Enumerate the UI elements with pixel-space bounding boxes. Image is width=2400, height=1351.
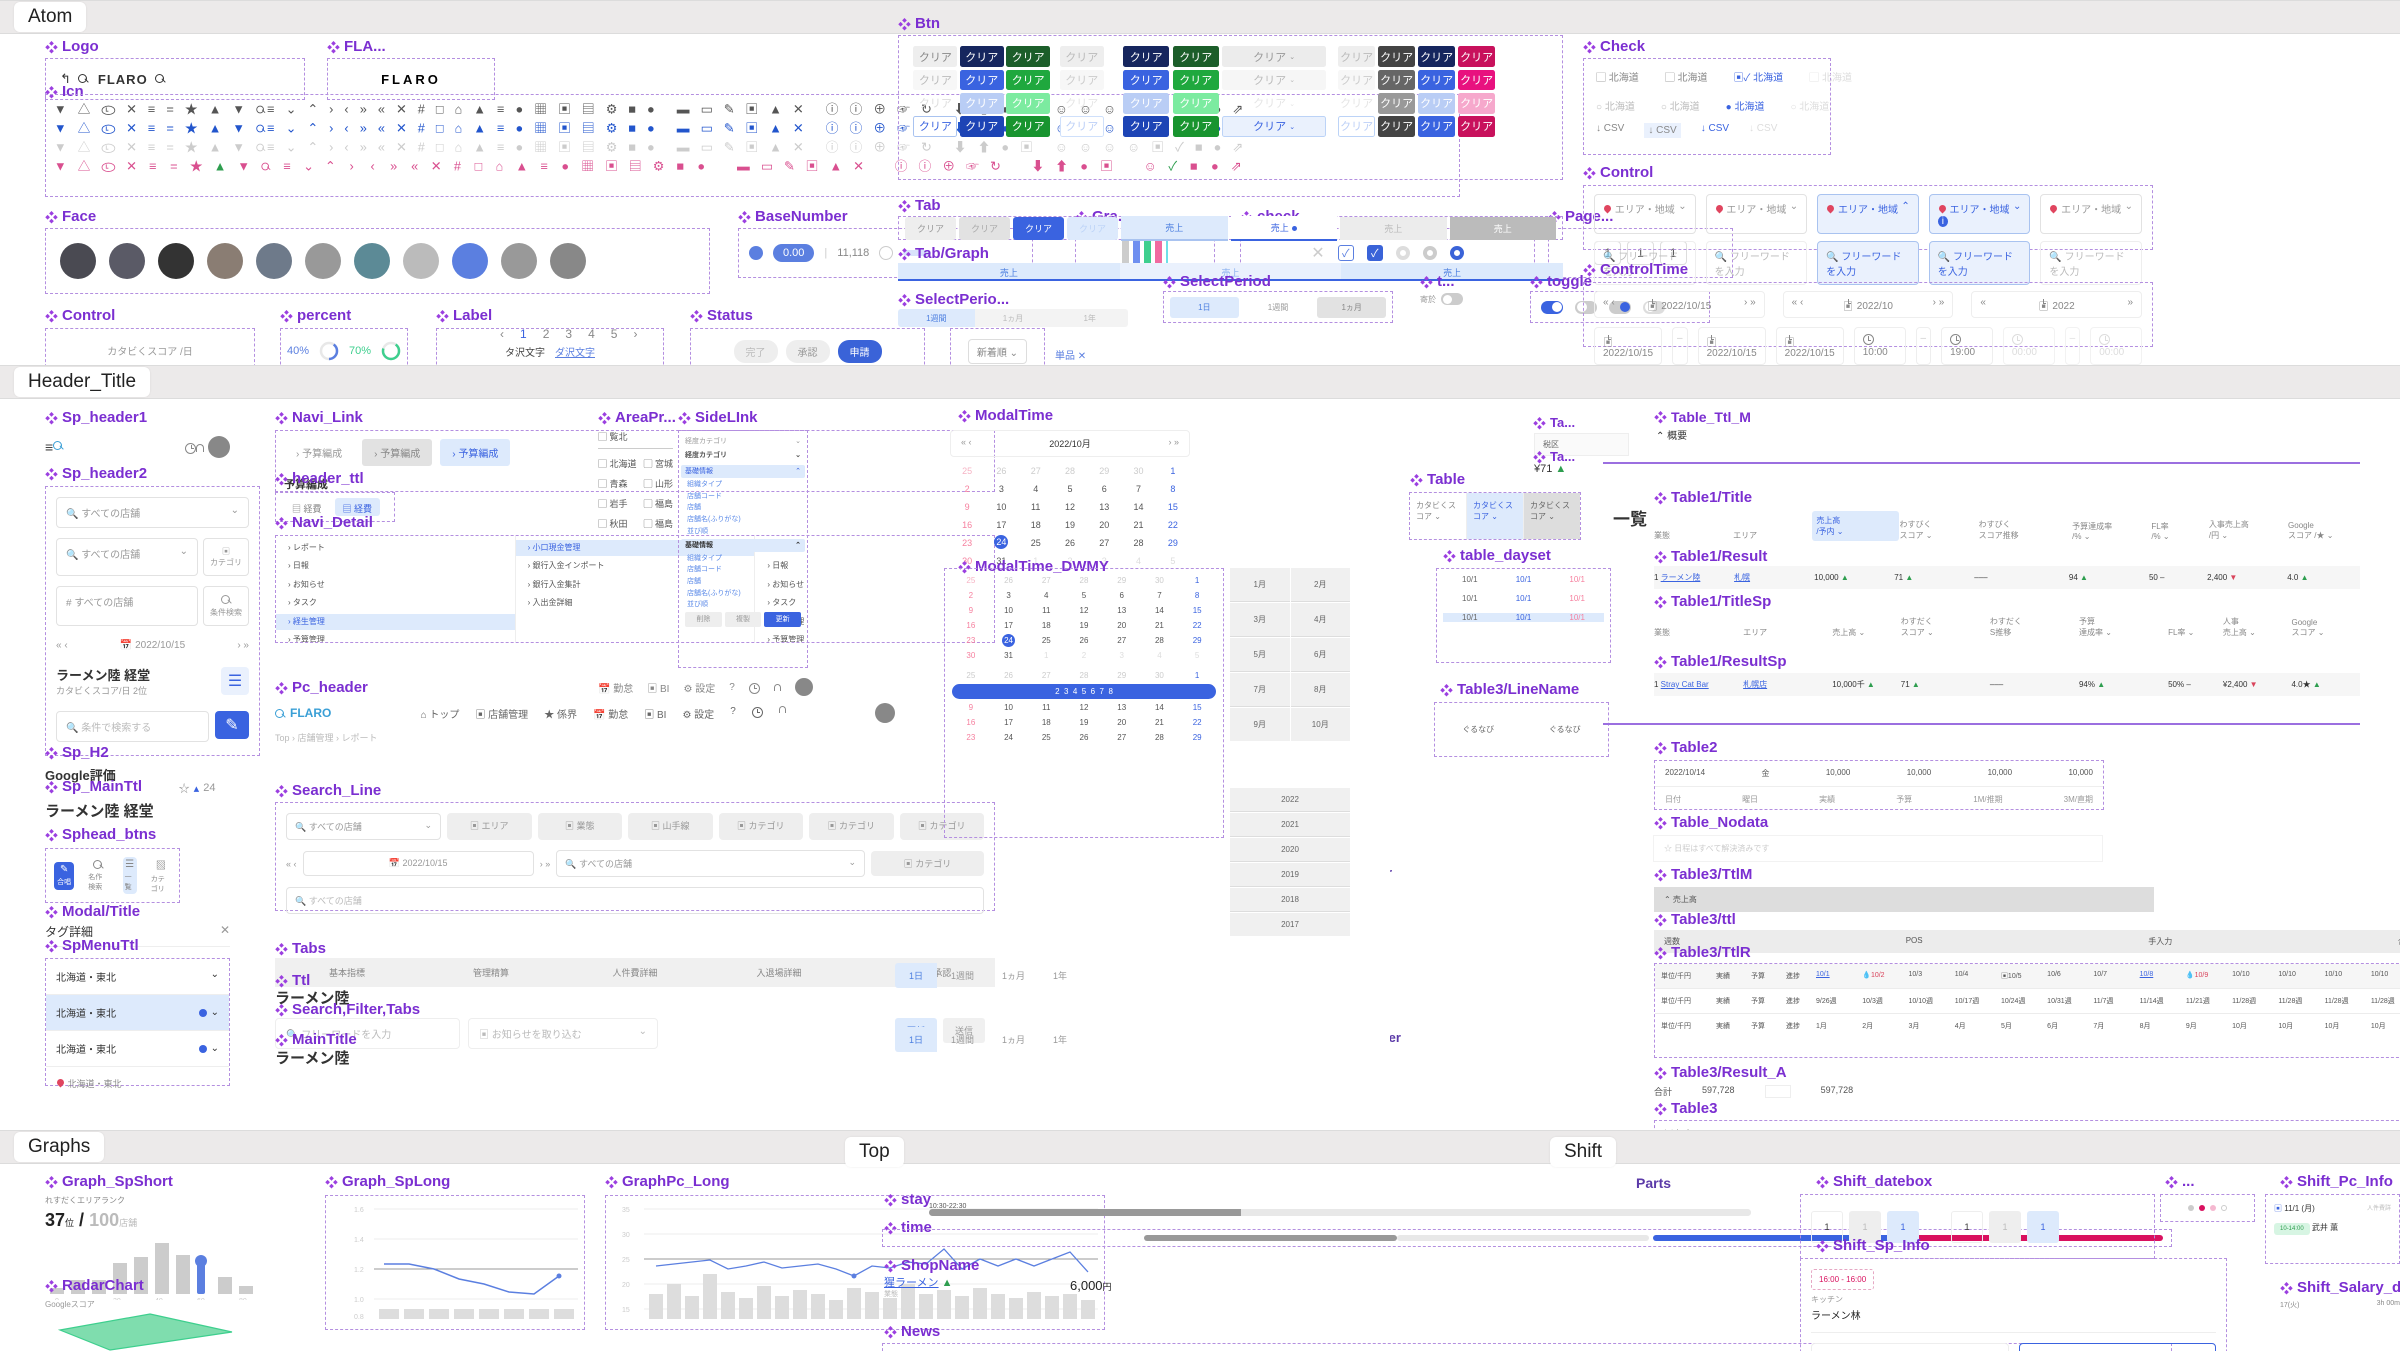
svg-text:20: 20 xyxy=(622,1282,630,1289)
svg-text:0.8: 0.8 xyxy=(354,1314,364,1321)
svg-text:1.2: 1.2 xyxy=(354,1267,364,1274)
svg-text:1.4: 1.4 xyxy=(354,1237,364,1244)
svg-text:25: 25 xyxy=(622,1257,630,1264)
svg-text:40: 40 xyxy=(155,1298,163,1300)
svg-text:1.6: 1.6 xyxy=(354,1207,364,1214)
svg-text:35: 35 xyxy=(622,1207,630,1214)
svg-text:15: 15 xyxy=(622,1307,630,1314)
svg-text:1.0: 1.0 xyxy=(354,1297,364,1304)
svg-text:60: 60 xyxy=(197,1298,205,1300)
svg-text:80: 80 xyxy=(239,1298,247,1300)
svg-text:20: 20 xyxy=(113,1298,121,1300)
svg-text:30: 30 xyxy=(622,1232,630,1239)
